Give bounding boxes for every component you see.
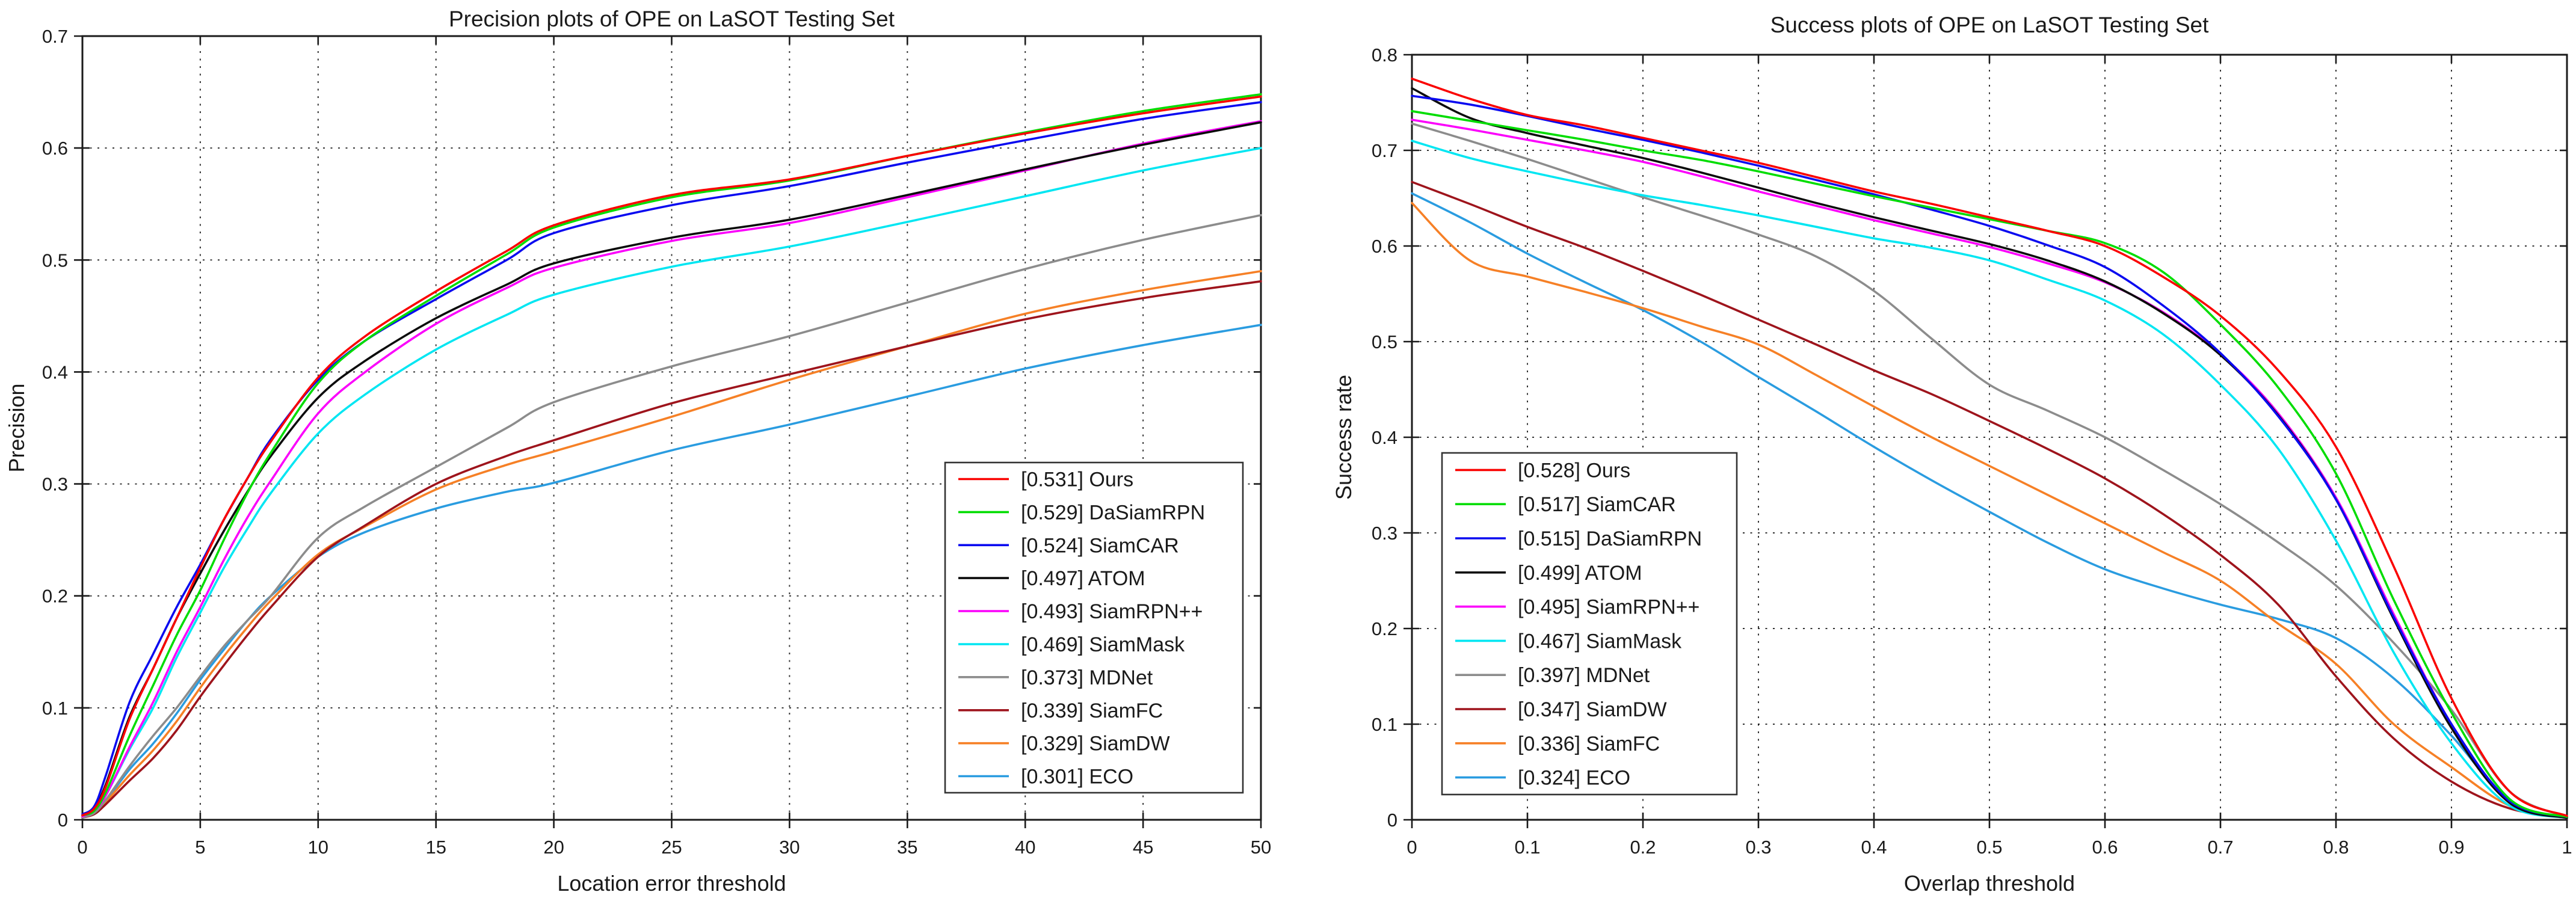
precision-plot: 0 5 10 15 20 25 30 35 40 45 50 0 0.1 0.2 0.3 0.4 0.5 0.6 0… (4, 7, 1271, 896)
y-tick-label: 0.2 (1372, 618, 1397, 639)
x-tick-label: 50 (1251, 837, 1271, 858)
y-tick-label: 0.6 (1372, 236, 1397, 257)
x-tick-label: 5 (195, 837, 205, 858)
series-line-eco (1411, 192, 2568, 819)
x-tick-label: 0.5 (1976, 837, 2002, 858)
legend-label-siamcar: [0.517] SiamCAR (1518, 493, 1676, 516)
legend-box (944, 461, 1244, 794)
series-line-siamrpn (81, 120, 1262, 818)
y-tick-label: 0.5 (1372, 331, 1397, 352)
legend-label-siamfc: [0.339] SiamFC (1021, 700, 1163, 722)
y-tick-label: 0.8 (1372, 45, 1397, 66)
y-tick-label: 0.3 (42, 474, 68, 495)
y-tick-label: 0.1 (42, 698, 68, 719)
success-plot: 0 0.1 0.2 0.3 0.4 0.5 0.6 0.7 0.8 0.9 1 0 0.1 0.2 0.3 0… (1288, 0, 2576, 904)
legend-label-atom: [0.499] ATOM (1518, 562, 1642, 585)
legend-label-siamcar: [0.524] SiamCAR (1021, 534, 1179, 557)
x-tick-label: 0.9 (2438, 837, 2464, 858)
x-tick-label: 10 (308, 837, 328, 858)
series-line-siammask (1411, 140, 2568, 819)
series-line-dasiamrpn (1411, 94, 2568, 818)
series-line-siamrpn (1411, 118, 2568, 819)
x-tick-label: 15 (425, 837, 446, 858)
x-tick-label: 25 (661, 837, 682, 858)
legend-label-ours: [0.531] Ours (1021, 469, 1133, 491)
success-chart-svg: 0 0.1 0.2 0.3 0.4 0.5 0.6 0.7 0.8 0.9 1 0 0.1 0.2 0.3 0… (1331, 13, 2572, 896)
series-line-siamcar (81, 101, 1262, 816)
chart-title: Success plots of OPE on LaSOT Testing Se… (1770, 13, 2209, 37)
x-tick-label: 0.1 (1514, 837, 1540, 858)
series-line-siamdw (1411, 180, 2568, 819)
x-tick-label: 1 (2562, 837, 2572, 858)
legend-label-siamdw: [0.347] SiamDW (1518, 698, 1667, 721)
x-tick-label: 0 (77, 837, 87, 858)
legend-label-eco: [0.324] ECO (1518, 767, 1630, 790)
legend-label-siammask: [0.469] SiamMask (1021, 633, 1185, 656)
y-tick-label: 0 (1387, 810, 1397, 831)
x-tick-label: 0 (1407, 837, 1417, 858)
legend-box (1441, 452, 1738, 796)
x-tick-label: 35 (897, 837, 917, 858)
x-tick-label: 20 (543, 837, 564, 858)
legend-label-siammask: [0.467] SiamMask (1518, 630, 1682, 653)
series-line-mdnet (1411, 122, 2568, 818)
series-line-siamfc (81, 280, 1262, 819)
y-tick-label: 0.4 (1372, 427, 1397, 448)
y-axis-label: Success rate (1331, 375, 1356, 500)
series-line-ours (1411, 78, 2568, 817)
x-tick-label: 0.6 (2092, 837, 2118, 858)
legend-label-siamfc: [0.336] SiamFC (1518, 733, 1660, 755)
y-tick-label: 0.1 (1372, 714, 1397, 735)
y-tick-label: 0.4 (42, 361, 68, 383)
x-tick-label: 40 (1015, 837, 1035, 858)
legend-label-mdnet: [0.373] MDNet (1021, 666, 1153, 689)
y-tick-label: 0 (58, 810, 68, 831)
x-tick-label: 0.3 (1745, 837, 1771, 858)
legend-label-siamrpn: [0.495] SiamRPN++ (1518, 596, 1699, 619)
legend-label-dasiamrpn: [0.515] DaSiamRPN (1518, 527, 1702, 550)
legend-label-siamdw: [0.329] SiamDW (1021, 733, 1170, 755)
x-axis-label: Overlap threshold (1904, 871, 2075, 896)
x-tick-label: 0.2 (1630, 837, 1656, 858)
y-tick-label: 0.7 (42, 26, 68, 47)
legend-label-eco: [0.301] ECO (1021, 766, 1133, 789)
y-axis-label: Precision (4, 383, 29, 472)
x-axis-label: Location error threshold (557, 871, 786, 896)
y-tick-label: 0.3 (1372, 523, 1397, 544)
y-tick-label: 0.5 (42, 250, 68, 271)
series-line-ours (81, 95, 1262, 817)
x-tick-label: 30 (779, 837, 800, 858)
series-line-mdnet (81, 214, 1262, 819)
legend-label-atom: [0.497] ATOM (1021, 567, 1145, 590)
y-tick-label: 0.2 (42, 586, 68, 607)
x-tick-label: 0.8 (2323, 837, 2349, 858)
legend-label-mdnet: [0.397] MDNet (1518, 664, 1650, 687)
x-tick-label: 45 (1133, 837, 1153, 858)
x-tick-label: 0.4 (1861, 837, 1887, 858)
series-line-siamfc (1411, 201, 2568, 819)
legend-label-ours: [0.528] Ours (1518, 459, 1630, 482)
series-line-eco (81, 324, 1262, 819)
chart-title: Precision plots of OPE on LaSOT Testing … (449, 7, 895, 31)
legend-label-dasiamrpn: [0.529] DaSiamRPN (1021, 501, 1205, 524)
precision-chart-svg: 0 5 10 15 20 25 30 35 40 45 50 0 0.1 0.2 0.3 0.4 0.5 0.6 0… (4, 7, 1271, 896)
series-line-siammask (81, 147, 1262, 818)
x-tick-label: 0.7 (2207, 837, 2233, 858)
legend-label-siamrpn: [0.493] SiamRPN++ (1021, 600, 1203, 623)
series-line-siamdw (81, 270, 1262, 819)
y-tick-label: 0.6 (42, 138, 68, 159)
y-tick-label: 0.7 (1372, 140, 1397, 161)
